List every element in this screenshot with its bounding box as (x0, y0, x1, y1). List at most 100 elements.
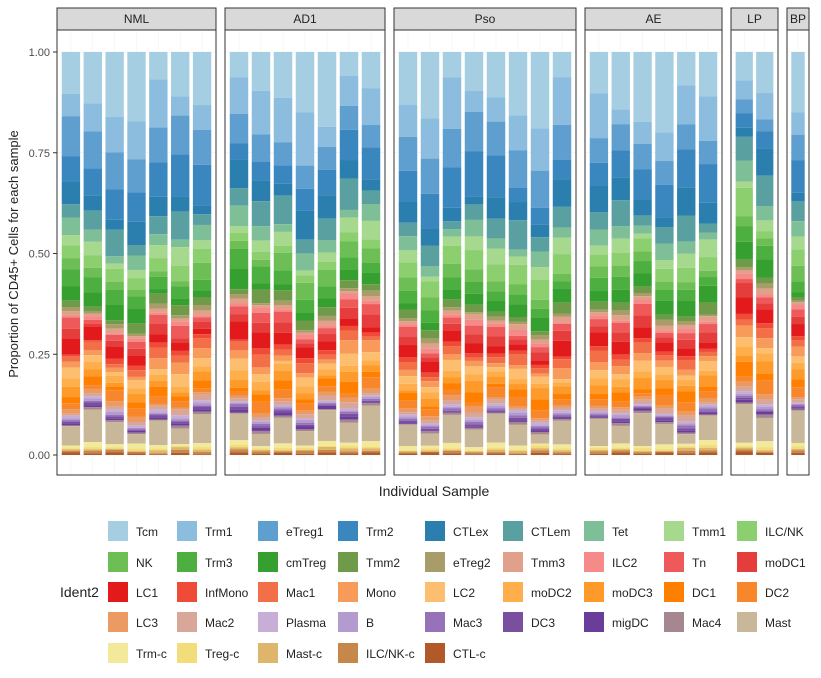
bar-segment-ilc-nk (735, 187, 753, 217)
bar-segment-ctlex (171, 196, 190, 212)
bar-segment-tmm1 (756, 220, 774, 232)
bar-segment-tmm1 (171, 247, 190, 267)
bar-segment-modc2 (251, 381, 271, 391)
legend-label: Tn (692, 556, 706, 570)
bar-segment-mac4 (420, 431, 440, 434)
legend-label: CTLem (531, 525, 570, 539)
bar-segment-etreg1 (735, 99, 753, 114)
bar-segment-tmm1 (317, 252, 337, 262)
bar-segment-mac4 (791, 409, 805, 411)
bar-segment-lc3 (339, 397, 359, 403)
bar-segment-lc3 (420, 416, 440, 421)
bar-segment-tet (295, 253, 315, 271)
bar-segment-treg-c (677, 446, 696, 448)
bar-segment-ilc-nk-c (339, 451, 359, 454)
panel-border (56, 29, 217, 476)
bar-segment-mac2 (105, 406, 124, 410)
bar-segment-dc3 (317, 405, 337, 406)
bar-segment-etreg1 (171, 115, 190, 155)
bar-segment-trm2 (61, 156, 81, 182)
bar-segment-modc2 (464, 374, 484, 381)
bar-segment-ilc-nk (420, 281, 440, 298)
bar-segment-ilc-nk (273, 245, 293, 253)
bar-segment-ctl-c (698, 452, 718, 455)
bar-segment-mac3 (105, 414, 124, 417)
bar-segment-modc2 (756, 353, 774, 362)
bar-segment-migdc (295, 426, 315, 430)
legend-key (177, 521, 197, 541)
bar-segment-tcm (589, 52, 609, 94)
legend: Tcm Trm1 eTreg1 Trm2 CTLex CTLem Tet Tmm1 ILC/NK… (108, 521, 806, 663)
facet-nml: NML (56, 7, 217, 476)
bar-segment-ilc-nk (83, 255, 102, 268)
bar-segment-modc3 (192, 371, 212, 381)
bar-segment-tmm1 (508, 256, 528, 265)
bar-segment-tmm3 (677, 324, 696, 329)
bar-segment-ilc2 (295, 334, 315, 340)
bar-segment-trm-c (791, 442, 805, 447)
bar-segment-tcm (756, 52, 774, 94)
bar-segment-migdc (589, 416, 609, 418)
bar-segment-trm3 (192, 279, 212, 291)
legend-key (108, 521, 128, 541)
bar-segment-nk (398, 277, 418, 291)
bar-segment-ilc2 (317, 325, 337, 329)
bar-segment-tmm2 (149, 293, 168, 304)
bar-segment-ctl-c (735, 451, 753, 455)
legend-key (425, 521, 445, 541)
bar-segment-tmm3 (735, 269, 753, 274)
bar-segment-lc3 (127, 416, 146, 423)
bar-segment-mast-c (655, 450, 674, 452)
bar-segment-modc2 (589, 378, 609, 386)
bar-segment-mac1 (149, 347, 168, 359)
bar-segment-mac4 (339, 419, 359, 423)
bar-segment-dc1 (105, 386, 124, 391)
bar-segment-ilc2 (398, 324, 418, 327)
bar-segment-ilc-nk-c (698, 450, 718, 453)
bar-segment-mast (273, 417, 293, 444)
bar-segment-lc2 (508, 368, 528, 380)
legend-label: Mac4 (692, 616, 722, 630)
bar-segment-trm1 (61, 93, 81, 117)
bar-segment-lc1 (339, 318, 359, 326)
bar-segment-cmtreg (361, 272, 381, 285)
facet-ad1: AD1 (224, 7, 386, 476)
bar-segment-etreg2 (420, 338, 440, 344)
bar-segment-trm-c (735, 442, 753, 447)
bar-segment-trm-c (655, 444, 674, 449)
bar-segment-infmono (677, 356, 696, 360)
legend-item: eTreg2 (425, 552, 491, 572)
bar-segment-trm3 (273, 270, 293, 285)
bar-segment-dc2 (442, 389, 462, 396)
bar-segment-dc1 (633, 389, 652, 394)
bar-segment-ilc-nk-c (127, 451, 146, 454)
bar-segment-trm2 (552, 159, 572, 180)
legend-label: Trm-c (136, 647, 167, 661)
bar-segment-tn (508, 335, 528, 340)
facet-panels: NML AD1 Pso AE LP BP (56, 7, 810, 476)
legend-item: Mono (338, 582, 396, 602)
bar-segment-tmm2 (442, 299, 462, 308)
bar-segment-modc3 (611, 386, 630, 393)
bar-segment-etreg2 (61, 306, 81, 312)
bar-segment-mac4 (273, 415, 293, 418)
bar-segment-lc2 (464, 366, 484, 375)
bar-segment-tcm (398, 52, 418, 105)
bar-segment-mac1 (229, 341, 249, 351)
bar-segment-lc2 (677, 375, 696, 381)
bar-segment-mono (171, 362, 190, 375)
sample-bar (791, 52, 805, 455)
bar-segment-modc3 (317, 375, 337, 379)
bar-segment-dc2 (251, 401, 271, 414)
legend-label: Trm1 (205, 525, 233, 539)
bar-segment-tmm1 (791, 236, 805, 250)
bar-segment-mast (486, 413, 506, 443)
bar-segment-dc3 (339, 413, 359, 417)
bar-segment-mac2 (589, 408, 609, 412)
bar-segment-dc1 (171, 396, 190, 402)
bar-segment-tmm2 (735, 259, 753, 268)
bar-segment-dc1 (791, 379, 805, 388)
bar-segment-trm2 (508, 187, 528, 203)
bar-segment-tmm1 (149, 245, 168, 259)
bar-segment-ilc-nk-c (442, 450, 462, 454)
